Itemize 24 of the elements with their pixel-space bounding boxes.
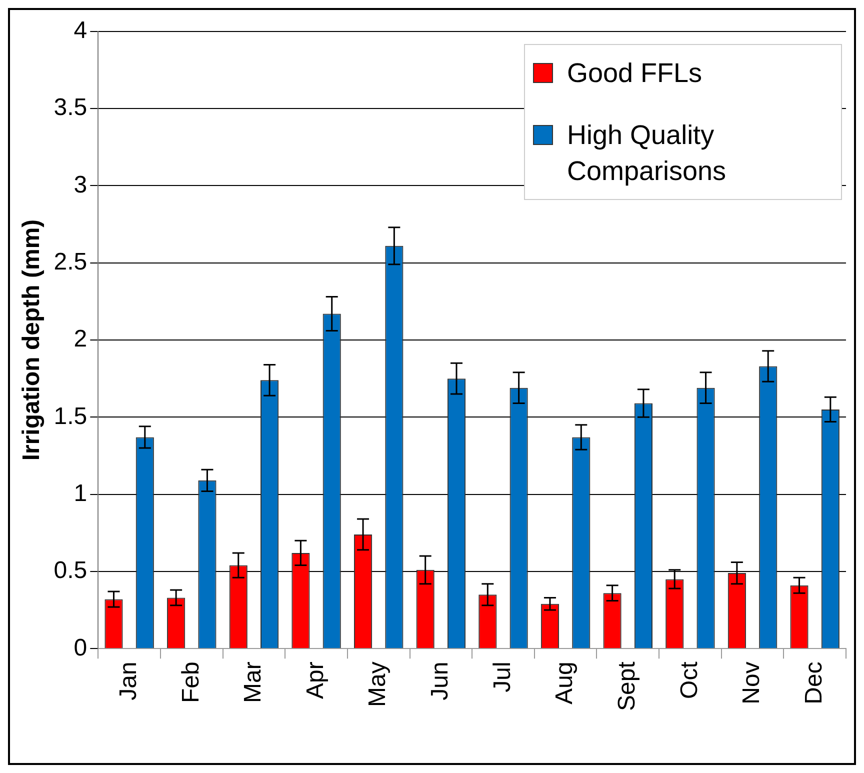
x-tick-label: Oct [676,661,703,699]
y-tick-label: 0.5 [54,557,88,584]
y-tick-label: 0 [74,634,88,662]
x-tick-label: Sept [614,661,641,712]
y-tick-label: 1 [74,480,88,507]
y-tick-label: 2 [74,326,88,353]
y-tick-label: 3.5 [54,94,88,122]
x-tick-label: May [364,662,392,707]
y-tick-label: 3 [74,171,88,198]
y-tick-label: 1.5 [54,402,88,430]
x-tick-label: Feb [177,662,204,703]
x-tick-label: Jul [488,662,516,692]
legend-label: High Quality Comparisons [567,119,728,188]
y-tick-label: 4 [74,17,88,44]
x-tick-label: Jun [426,662,454,700]
x-tick-label: Jan [114,662,142,700]
x-tick-label: Dec [800,662,828,704]
y-tick-label: 2.5 [54,248,88,276]
x-tick-label: Mar [240,662,267,703]
y-axis-title: Irrigation depth (mm) [18,219,46,461]
x-tick-label: Aug [551,662,578,704]
x-tick-label: Nov [738,662,766,704]
legend-label: Good FFLs [567,57,702,90]
x-tick-label: Apr [302,662,329,699]
